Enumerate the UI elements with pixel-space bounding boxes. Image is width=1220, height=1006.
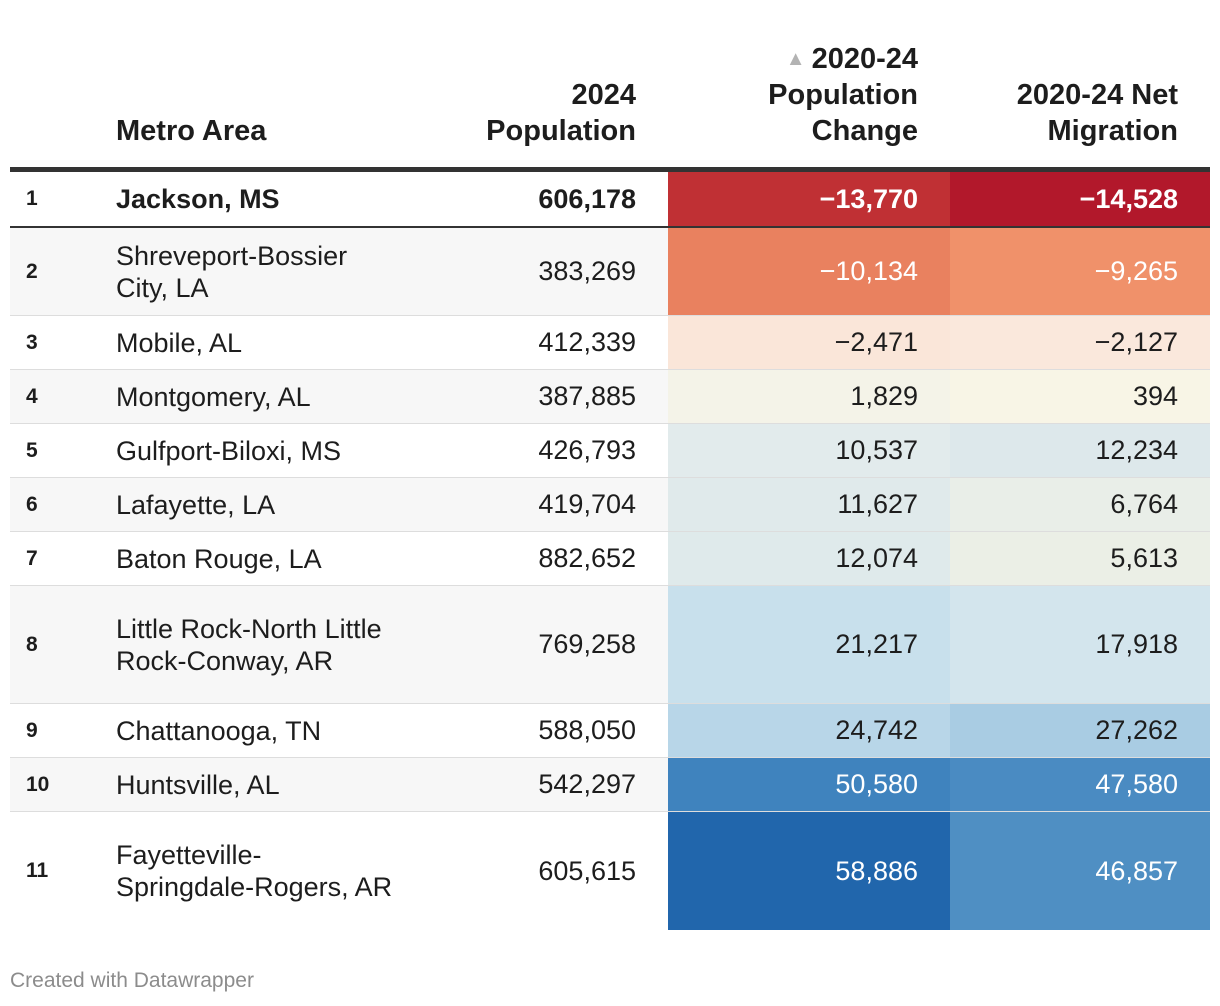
header-population-change[interactable]: ▲ 2020-24 Population Change (768, 43, 918, 147)
metro-area-cell: Little Rock-North Little Rock-Conway, AR (116, 613, 382, 676)
table-header: Metro Area 2024 Population ▲ 2020-24 Popula… (10, 0, 1210, 172)
net-migration-cell: 47,580 (950, 758, 1210, 811)
population-cell: 426,793 (538, 435, 636, 465)
population-change-cell: 12,074 (668, 532, 950, 585)
population-change-cell: 21,217 (668, 586, 950, 703)
table-row: 3 Mobile, AL 412,339 −2,471 −2,127 (10, 316, 1210, 370)
metro-area-cell: Lafayette, LA (116, 489, 276, 520)
population-cell: 419,704 (538, 489, 636, 519)
table-row: 4 Montgomery, AL 387,885 1,829 394 (10, 370, 1210, 424)
table-row: 1 Jackson, MS 606,178 −13,770 −14,528 (10, 172, 1210, 228)
population-change-cell: −13,770 (668, 172, 950, 226)
rank-cell: 1 (26, 187, 38, 210)
metro-area-cell: Baton Rouge, LA (116, 543, 322, 574)
population-cell: 606,178 (538, 183, 636, 214)
rank-cell: 10 (26, 772, 50, 796)
metro-area-cell: Huntsville, AL (116, 769, 280, 800)
net-migration-cell: −9,265 (950, 228, 1210, 315)
population-cell: 383,269 (538, 256, 636, 286)
population-cell: 387,885 (538, 381, 636, 411)
header-metro-area[interactable]: Metro Area (116, 115, 267, 147)
datawrapper-credit[interactable]: Created with Datawrapper (10, 969, 254, 992)
net-migration-cell: 6,764 (950, 478, 1210, 531)
population-change-cell: 10,537 (668, 424, 950, 477)
rank-cell: 7 (26, 546, 38, 570)
metro-area-cell: Shreveport-Bossier City, LA (116, 240, 348, 303)
rank-cell: 4 (26, 384, 38, 408)
metro-area-cell: Jackson, MS (116, 184, 280, 214)
net-migration-cell: −14,528 (950, 172, 1210, 226)
metro-area-cell: Chattanooga, TN (116, 715, 322, 746)
table-row: 7 Baton Rouge, LA 882,652 12,074 5,613 (10, 532, 1210, 586)
population-cell: 769,258 (538, 629, 636, 659)
rank-cell: 11 (26, 859, 49, 882)
population-cell: 542,297 (538, 769, 636, 799)
rank-cell: 9 (26, 718, 38, 742)
data-table: Metro Area 2024 Population ▲ 2020-24 Popula… (10, 0, 1210, 930)
table-row: 8 Little Rock-North Little Rock-Conway, A… (10, 586, 1210, 704)
net-migration-cell: 17,918 (950, 586, 1210, 703)
rank-cell: 3 (26, 330, 38, 354)
table-row: 10 Huntsville, AL 542,297 50,580 47,580 (10, 758, 1210, 812)
population-cell: 605,615 (538, 855, 636, 886)
metro-area-cell: Gulfport-Biloxi, MS (116, 435, 342, 466)
table-row: 11 Fayetteville-Springdale-Rogers, AR 605,… (10, 812, 1210, 930)
rank-cell: 6 (26, 492, 38, 516)
table-row: 9 Chattanooga, TN 588,050 24,742 27,262 (10, 704, 1210, 758)
population-cell: 588,050 (538, 715, 636, 745)
sort-ascending-icon[interactable]: ▲ (785, 48, 806, 70)
metro-area-cell: Fayetteville-Springdale-Rogers, AR (116, 840, 393, 902)
table-row: 2 Shreveport-Bossier City, LA 383,269 −10,1… (10, 228, 1210, 316)
net-migration-cell: 394 (950, 370, 1210, 423)
population-change-cell: 58,886 (668, 812, 950, 930)
net-migration-cell: 46,857 (950, 812, 1210, 930)
table-body: 1 Jackson, MS 606,178 −13,770 −14,528 2 Shreve… (10, 172, 1210, 930)
table-row: 5 Gulfport-Biloxi, MS 426,793 10,537 12,234 (10, 424, 1210, 478)
population-change-cell: −2,471 (668, 316, 950, 369)
net-migration-cell: 27,262 (950, 704, 1210, 757)
table-row: 6 Lafayette, LA 419,704 11,627 6,764 (10, 478, 1210, 532)
population-change-cell: 50,580 (668, 758, 950, 811)
rank-cell: 5 (26, 438, 38, 462)
population-cell: 412,339 (538, 327, 636, 357)
net-migration-cell: 5,613 (950, 532, 1210, 585)
rank-cell: 2 (26, 259, 38, 283)
population-change-cell: 11,627 (668, 478, 950, 531)
population-cell: 882,652 (538, 543, 636, 573)
population-change-cell: −10,134 (668, 228, 950, 315)
metro-area-cell: Montgomery, AL (116, 381, 311, 412)
net-migration-cell: 12,234 (950, 424, 1210, 477)
metro-area-cell: Mobile, AL (116, 327, 243, 358)
population-change-cell: 1,829 (668, 370, 950, 423)
header-2024-population[interactable]: 2024 Population (486, 79, 636, 147)
net-migration-cell: −2,127 (950, 316, 1210, 369)
population-change-cell: 24,742 (668, 704, 950, 757)
rank-cell: 8 (26, 632, 38, 656)
header-net-migration[interactable]: 2020-24 Net Migration (1016, 79, 1178, 147)
